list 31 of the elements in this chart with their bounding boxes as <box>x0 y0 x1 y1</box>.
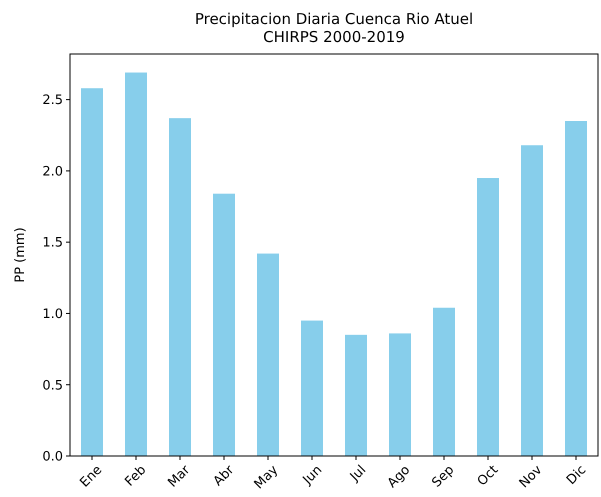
bar <box>301 320 323 456</box>
bar <box>169 118 191 456</box>
bar <box>81 88 103 456</box>
bar <box>257 254 279 456</box>
bar <box>433 308 455 456</box>
y-tick-label: 0.0 <box>42 450 63 465</box>
y-axis-title: PP (mm) <box>13 227 28 283</box>
bar <box>125 72 147 456</box>
y-tick-label: 1.5 <box>42 236 63 251</box>
bar <box>477 178 499 456</box>
x-tick-label: Jun <box>300 462 326 488</box>
x-tick-label: Abr <box>210 462 238 490</box>
bar <box>521 145 543 456</box>
y-tick-label: 1.0 <box>42 306 63 322</box>
x-tick-label: Mar <box>165 462 194 491</box>
bar <box>345 334 367 456</box>
x-tick-label: Ago <box>384 462 414 492</box>
x-tick-label: Nov <box>516 462 546 492</box>
y-tick-label: 0.5 <box>42 378 63 394</box>
y-tick-label: 2.0 <box>42 164 63 180</box>
x-tick-label: Jul <box>346 462 370 486</box>
x-tick-label: Ene <box>77 462 106 491</box>
bar <box>389 333 411 456</box>
y-tick-label: 2.5 <box>42 93 63 108</box>
x-tick-label: Oct <box>474 462 502 490</box>
chart-title: Precipitacion Diaria Cuenca Rio Atuel CHIRPS 2000-2019 <box>194 10 474 46</box>
bar <box>213 194 235 456</box>
x-tick-label: Feb <box>122 462 150 490</box>
x-tick-label: Dic <box>564 462 590 488</box>
bar <box>565 121 587 456</box>
x-tick-label: Sep <box>429 462 458 491</box>
